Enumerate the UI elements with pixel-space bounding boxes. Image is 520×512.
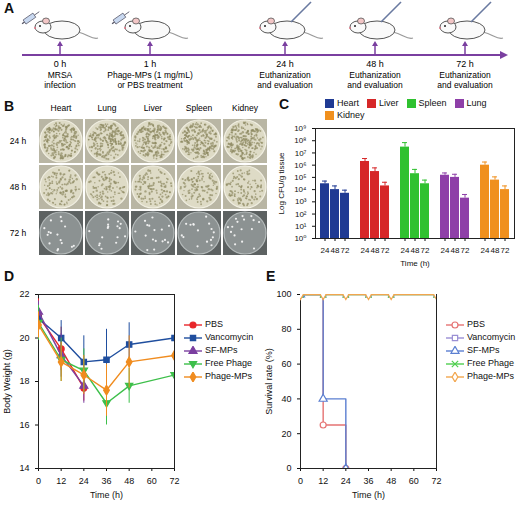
svg-text:100: 100 — [276, 289, 291, 299]
svg-text:24 h: 24 h — [276, 59, 294, 69]
svg-text:Lung: Lung — [98, 103, 117, 113]
svg-text:or PBS treatment: or PBS treatment — [117, 80, 183, 90]
svg-text:10³: 10³ — [295, 197, 307, 206]
svg-text:24 h: 24 h — [10, 136, 27, 146]
svg-text:14: 14 — [19, 463, 29, 473]
html-text:SF-MPs: SF-MPs — [205, 345, 238, 355]
svg-text:and evaluation: and evaluation — [257, 80, 313, 90]
svg-text:infection: infection — [44, 80, 76, 90]
html-text:Spleen: Spleen — [418, 98, 447, 108]
svg-text:48: 48 — [386, 476, 396, 486]
svg-text:16: 16 — [19, 420, 29, 430]
svg-text:Heart: Heart — [51, 103, 72, 113]
svg-text:72: 72 — [421, 246, 430, 255]
svg-text:24: 24 — [441, 246, 450, 255]
svg-text:10⁹: 10⁹ — [294, 124, 306, 133]
svg-text:and evaluation: and evaluation — [437, 80, 493, 90]
svg-text:10²: 10² — [295, 210, 307, 219]
svg-text:36: 36 — [363, 476, 373, 486]
svg-text:24: 24 — [321, 246, 330, 255]
svg-text:10¹: 10¹ — [295, 222, 307, 231]
svg-text:48 h: 48 h — [10, 182, 27, 192]
svg-text:72: 72 — [461, 246, 470, 255]
svg-text:40: 40 — [281, 394, 291, 404]
html-text:E: E — [266, 268, 276, 284]
svg-text:10⁶: 10⁶ — [294, 161, 306, 170]
svg-text:Kidney: Kidney — [232, 103, 259, 113]
svg-text:72 h: 72 h — [456, 59, 474, 69]
svg-text:12: 12 — [56, 476, 66, 486]
svg-text:24: 24 — [401, 246, 410, 255]
html-text:Lung: Lung — [466, 98, 487, 108]
svg-text:10⁰: 10⁰ — [294, 234, 306, 243]
svg-text:0: 0 — [286, 463, 291, 473]
svg-text:Spleen: Spleen — [186, 103, 213, 113]
svg-text:20: 20 — [281, 429, 291, 439]
svg-text:Euthanization: Euthanization — [349, 70, 401, 80]
svg-text:48: 48 — [331, 246, 340, 255]
svg-text:24: 24 — [341, 476, 351, 486]
html-text:D: D — [4, 268, 15, 284]
svg-text:Euthanization: Euthanization — [439, 70, 491, 80]
svg-text:60: 60 — [409, 476, 419, 486]
svg-text:24: 24 — [79, 476, 89, 486]
svg-text:0: 0 — [298, 476, 303, 486]
svg-text:Body Weight (g): Body Weight (g) — [2, 349, 12, 413]
svg-text:Time (h): Time (h) — [400, 259, 430, 268]
svg-text:0: 0 — [36, 476, 41, 486]
svg-text:Euthanization: Euthanization — [259, 70, 311, 80]
svg-text:60: 60 — [281, 359, 291, 369]
svg-text:72: 72 — [169, 476, 179, 486]
html-text:C: C — [279, 96, 290, 112]
html-text:Vancomycin: Vancomycin — [467, 332, 516, 342]
svg-text:48: 48 — [411, 246, 420, 255]
html-text:Kidney: Kidney — [337, 110, 365, 120]
svg-text:72: 72 — [501, 246, 510, 255]
svg-text:12: 12 — [318, 476, 328, 486]
svg-text:20: 20 — [19, 333, 29, 343]
svg-text:1 h: 1 h — [144, 59, 157, 69]
svg-text:and evaluation: and evaluation — [347, 80, 403, 90]
html-text:A: A — [4, 0, 15, 16]
html-text:Free Phage: Free Phage — [467, 358, 514, 368]
svg-text:Time (h): Time (h) — [352, 490, 385, 500]
html-text:B: B — [4, 98, 15, 114]
svg-text:18: 18 — [19, 376, 29, 386]
html-text:PBS: PBS — [205, 319, 223, 329]
svg-text:48: 48 — [371, 246, 380, 255]
html-text:Liver: Liver — [379, 98, 399, 108]
svg-text:MRSA: MRSA — [48, 70, 73, 80]
svg-text:24: 24 — [361, 246, 370, 255]
svg-text:72 h: 72 h — [10, 228, 27, 238]
svg-text:Liver: Liver — [144, 103, 163, 113]
html-text:Phage-MPs: Phage-MPs — [205, 371, 252, 381]
svg-text:48 h: 48 h — [366, 59, 384, 69]
svg-text:Log CFU/g tissue: Log CFU/g tissue — [277, 152, 286, 214]
html-text:SF-MPs: SF-MPs — [467, 345, 500, 355]
html-text:PBS: PBS — [467, 319, 485, 329]
svg-text:80: 80 — [281, 324, 291, 334]
svg-text:48: 48 — [124, 476, 134, 486]
svg-text:10⁸: 10⁸ — [294, 136, 306, 145]
html-text:Free Phage: Free Phage — [205, 358, 252, 368]
svg-text:Time (h): Time (h) — [90, 490, 123, 500]
svg-text:10⁴: 10⁴ — [294, 185, 307, 194]
svg-text:24: 24 — [481, 246, 490, 255]
svg-text:72: 72 — [341, 246, 350, 255]
html-text:Vancomycin: Vancomycin — [205, 332, 254, 342]
svg-text:36: 36 — [101, 476, 111, 486]
svg-text:72: 72 — [381, 246, 390, 255]
svg-text:48: 48 — [451, 246, 460, 255]
svg-text:Survival rate (%): Survival rate (%) — [264, 348, 274, 415]
svg-text:0 h: 0 h — [54, 59, 67, 69]
svg-text:10⁷: 10⁷ — [295, 149, 307, 158]
svg-text:48: 48 — [491, 246, 500, 255]
svg-text:72: 72 — [431, 476, 441, 486]
svg-text:Phage-MPs (1 mg/mL): Phage-MPs (1 mg/mL) — [107, 70, 193, 80]
html-text:Phage-MPs: Phage-MPs — [467, 371, 514, 381]
html-text:Heart: Heart — [337, 98, 359, 108]
svg-text:10⁵: 10⁵ — [294, 173, 306, 182]
svg-text:60: 60 — [147, 476, 157, 486]
svg-text:22: 22 — [19, 289, 29, 299]
